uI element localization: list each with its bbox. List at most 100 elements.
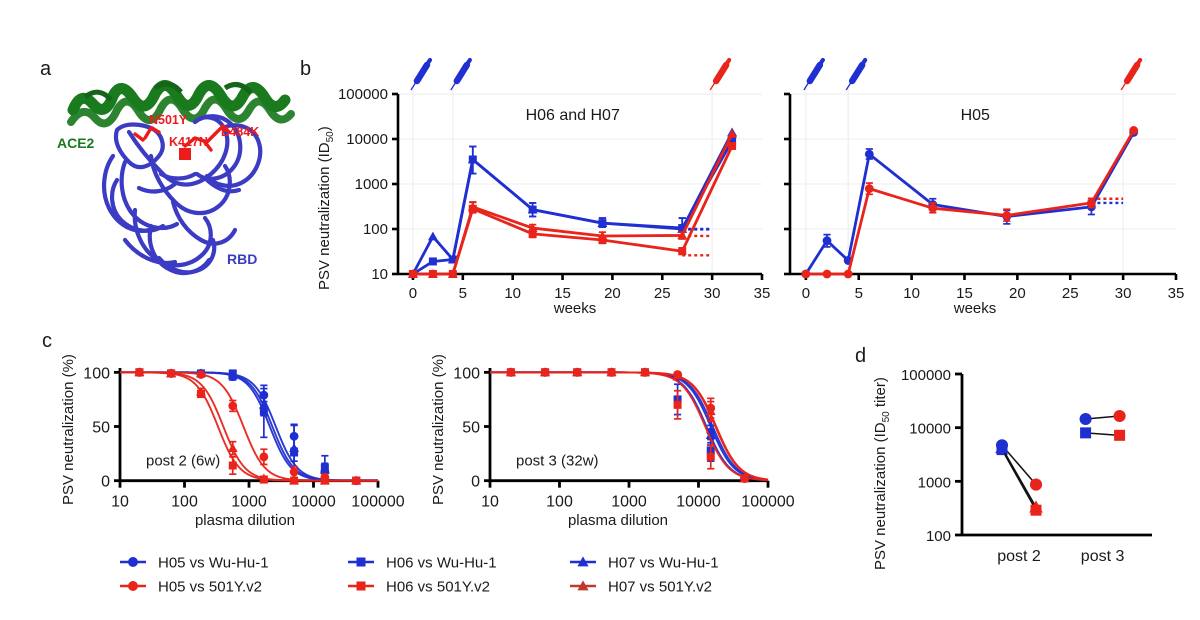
- x-tick-label: 100: [171, 494, 198, 511]
- x-tick-label: 15: [554, 285, 571, 302]
- data-point: [678, 247, 687, 256]
- y-tick-label: 0: [101, 474, 110, 491]
- x-tick-label: 20: [604, 285, 621, 302]
- data-point: [196, 386, 206, 396]
- legend-item-H06-vs-501Y-v2: [348, 581, 374, 591]
- data-point: [228, 401, 238, 411]
- panel-d-ylabel-main: PSV neutralization (ID: [872, 422, 889, 570]
- x-tick-label: 100: [546, 494, 573, 511]
- rbd-label: RBD: [227, 251, 257, 267]
- y-tick-label: 100: [926, 528, 951, 545]
- panel-d-ylabel-tail: titer): [872, 377, 889, 412]
- panel-c-letter: c: [42, 330, 52, 352]
- syringe-icon-blue-1: [845, 57, 868, 91]
- y-tick-label: 100000: [901, 367, 951, 384]
- y-tick-label: 50: [462, 420, 480, 437]
- data-point: [540, 367, 551, 377]
- data-point: [843, 269, 853, 279]
- legend-item-H07-vs-501Y-v2: [570, 580, 596, 591]
- x-tick-label: 10: [481, 494, 499, 511]
- data-point: [705, 430, 716, 440]
- data-point: [289, 475, 300, 485]
- legend-label: H06 vs 501Y.v2: [386, 579, 490, 596]
- y-tick-label: 1000: [355, 176, 388, 193]
- legend-item-H05-vs-Wu-Hu-1: [120, 557, 146, 567]
- data-point: [319, 464, 330, 474]
- data-point: [467, 201, 478, 211]
- legend-item-H07-vs-Wu-Hu-1: [570, 556, 596, 567]
- data-point: [227, 370, 238, 380]
- legend-marker-square: [356, 581, 366, 591]
- paired-points-H07-post-2: [995, 441, 1043, 513]
- panel-d-letter: d: [855, 345, 867, 367]
- legend-label: H05 vs 501Y.v2: [158, 579, 262, 596]
- x-tick-label: 10: [111, 494, 129, 511]
- chart-title: H05: [961, 107, 990, 124]
- legend-marker-square: [356, 557, 366, 567]
- data-point: [727, 128, 738, 138]
- data-point: [447, 269, 458, 278]
- y-tick-label: 50: [92, 420, 110, 437]
- legend-marker-circle: [128, 581, 138, 591]
- series-H07-vs-501Y-v2: [490, 367, 769, 483]
- data-point: [597, 231, 608, 240]
- x-tick-label: 0: [802, 285, 810, 302]
- y-tick-label: 10000: [909, 421, 951, 438]
- data-point: [672, 370, 683, 380]
- axes: [484, 368, 770, 488]
- data-point: [1002, 211, 1012, 220]
- series-H07-vs-501Y-v2: [407, 128, 738, 278]
- panel-b-chart-right: 0 5 10 15 20 25 30 35 H05: [770, 57, 1190, 320]
- data-point: [134, 367, 145, 377]
- legend-label: H07 vs 501Y.v2: [608, 579, 712, 596]
- data-point: [289, 443, 300, 453]
- syringe-icon-blue-0: [803, 57, 825, 91]
- data-point: [1086, 198, 1096, 208]
- x-tick-label: 10000: [676, 494, 721, 511]
- rbd-ace2-structure-svg: ACE2 RBD N501Y K417N E484K: [57, 80, 295, 276]
- data-point: [739, 473, 750, 483]
- data-point: [822, 236, 832, 246]
- axes: [392, 92, 764, 280]
- panel-b-left-svg: 10 100 1000 10000 100000 0 5 10 15 20 25 30 35 H06 an…: [338, 57, 770, 302]
- x-tick-label: 100000: [741, 494, 794, 511]
- chart-title: H06 and H07: [526, 107, 620, 124]
- panel-b-right-xlabel: weeks: [953, 300, 997, 317]
- data-point: [527, 223, 538, 232]
- legend-marker-triangle: [577, 580, 589, 591]
- x-tick-label: 10000: [291, 494, 336, 511]
- panel-b-letter: b: [300, 58, 312, 80]
- data-point: [427, 231, 438, 241]
- syringe-icon-blue-0: [410, 57, 433, 91]
- x-tick-label: 30: [1115, 285, 1132, 302]
- data-point: [606, 367, 617, 377]
- x-tick-label: 25: [654, 285, 671, 302]
- panel-b-ylabel-main: PSV neutralization (ID: [316, 142, 333, 290]
- data-point: [351, 475, 362, 485]
- data-point: [227, 443, 238, 453]
- x-tick-label: 100000: [351, 494, 404, 511]
- data-point: [572, 367, 583, 377]
- data-point: [864, 149, 874, 159]
- panel-b-ylabel-sub: 50: [325, 131, 336, 143]
- data-point: [822, 269, 832, 279]
- panel-b-left-xlabel: weeks: [553, 300, 597, 317]
- panel-b-right-svg: 0 5 10 15 20 25 30 35 H05: [784, 57, 1184, 302]
- data-point: [427, 269, 438, 278]
- panel-a-structure: ACE2 RBD N501Y K417N E484K: [55, 70, 305, 320]
- legend-svg: H05 vs Wu-Hu-1 H06 vs Wu-Hu-1 H07 vs Wu-Hu…: [120, 555, 719, 596]
- x-tick-label: 0: [409, 285, 417, 302]
- series-H07-vs-501Y-v2: [119, 367, 378, 485]
- data-point: [258, 399, 269, 409]
- x-tick-label: 1000: [611, 494, 647, 511]
- data-point: [801, 269, 811, 279]
- data-point: [428, 257, 437, 266]
- paired-points-H05-post-3: [1079, 409, 1126, 426]
- y-tick-label: 100000: [338, 86, 388, 103]
- data-point: [258, 473, 269, 483]
- x-tick-label: 30: [704, 285, 721, 302]
- syringe-icon-blue-1: [450, 57, 472, 91]
- x-tick-label: post 3: [1081, 548, 1125, 565]
- syringe-icon-red-2: [709, 57, 732, 91]
- data-point: [528, 229, 537, 238]
